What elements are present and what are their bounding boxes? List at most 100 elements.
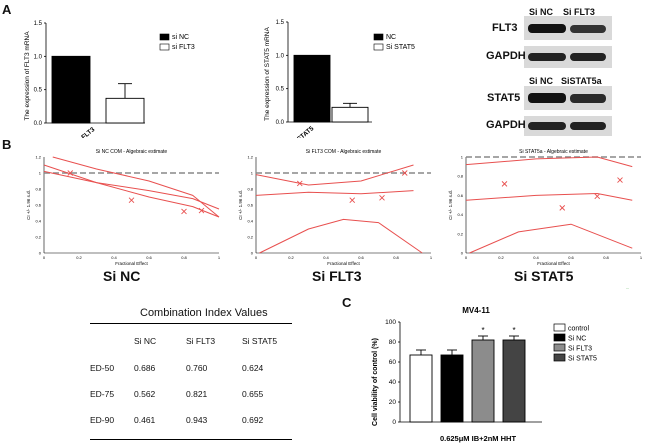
ci-y-tick-label: 0.6 bbox=[35, 203, 41, 208]
ci-x-tick-label: 0.8 bbox=[181, 255, 187, 260]
legend-swatch bbox=[553, 353, 566, 362]
ci-y-tick-label: 0.6 bbox=[457, 193, 463, 198]
panel-letter-c: C bbox=[342, 295, 352, 310]
ci-y-tick-label: 0 bbox=[461, 251, 464, 256]
ci-plot-si-nc: Si NC COM - Algebraic estimate 0 0.2 0.4 0.6… bbox=[26, 149, 221, 266]
ci-point bbox=[617, 177, 623, 183]
blot-band bbox=[528, 93, 566, 103]
ci-point bbox=[501, 181, 508, 187]
ci-y-tick-label: 0.8 bbox=[457, 174, 463, 179]
legend-si-nc: si NC bbox=[172, 34, 189, 41]
ci-confidence-curve bbox=[52, 156, 220, 218]
ci-y-tick-label: 1.2 bbox=[35, 155, 41, 160]
blot-gapdh2-strip bbox=[524, 116, 612, 136]
legend-swatch bbox=[553, 323, 566, 332]
y-tick-label: 0.0 bbox=[34, 121, 43, 127]
ci-x-tick-label: 0.8 bbox=[603, 255, 609, 260]
label-si-nc: Si NC bbox=[103, 268, 141, 284]
blot1-header-right: Si FLT3 bbox=[563, 7, 595, 17]
blot-stat5-strip bbox=[524, 86, 612, 110]
ci-table-bottom-rule bbox=[90, 439, 292, 440]
ci-x-tick-label: 0.2 bbox=[76, 255, 82, 260]
ci-col-header bbox=[90, 327, 134, 355]
ci-plot-si-flt3: Si FLT3 COM - Algebraic estimate 0 0.2 0.4 0… bbox=[238, 149, 433, 266]
bar bbox=[331, 106, 369, 123]
blot-band bbox=[528, 53, 566, 61]
blot-label-flt3: FLT3 bbox=[492, 22, 518, 34]
ci-confidence-curve bbox=[469, 223, 633, 254]
blot-flt3-strip bbox=[524, 16, 612, 40]
legend-swatch bbox=[553, 333, 566, 342]
y-tick-label: 1.0 bbox=[34, 54, 43, 60]
y-tick-label: 0.0 bbox=[276, 120, 285, 126]
ci-table: Si NC Si FLT3 Si STAT5 ED-50 0.686 0.760… bbox=[90, 327, 292, 433]
ci-x-tick-label: 0 bbox=[465, 255, 468, 260]
ci-y-tick-label: 0 bbox=[39, 251, 42, 256]
blot-band bbox=[528, 122, 566, 130]
ci-x-tick-label: 0.4 bbox=[111, 255, 117, 260]
ci-cell: ED-90 bbox=[90, 415, 115, 425]
ci-y-tick-label: 1 bbox=[251, 171, 254, 176]
ci-y-tick-label: 0.4 bbox=[247, 219, 253, 224]
ci-y-tick-label: 0.2 bbox=[247, 235, 253, 240]
significance-mark: * bbox=[512, 326, 515, 335]
stat5-mrna-chart: The expression of STAT5 mRNA 0.0 0.5 1.0 1.… bbox=[264, 20, 415, 138]
legend-swatch-nc bbox=[373, 33, 384, 41]
ci-point bbox=[559, 205, 566, 211]
blot-label-gapdh-2: GAPDH bbox=[486, 119, 526, 131]
ci-table-row: ED-90 0.461 0.943 0.692 bbox=[90, 407, 292, 433]
ci-ylabel: CI +/- 1.96 s.d. bbox=[448, 190, 453, 220]
ci-x-tick-label: 0.6 bbox=[146, 255, 152, 260]
ci-col-header: Si NC bbox=[134, 336, 157, 346]
legend-swatch-si-stat5 bbox=[373, 43, 384, 51]
legend-swatch bbox=[553, 343, 566, 352]
ci-plot-title: Si FLT3 COM - Algebraic estimate bbox=[306, 149, 382, 155]
ci-y-tick-label: 0.2 bbox=[35, 235, 41, 240]
legend-label: Si NC bbox=[568, 336, 586, 343]
legend-label: Si STAT5 bbox=[568, 356, 597, 363]
ci-xlabel: Fractional Effect bbox=[537, 261, 570, 266]
ci-table-row: ED-75 0.562 0.821 0.655 bbox=[90, 381, 292, 407]
ci-table-row: ED-50 0.686 0.760 0.624 bbox=[90, 355, 292, 381]
blot-band bbox=[528, 24, 566, 33]
ci-y-tick-label: 1.2 bbox=[247, 155, 253, 160]
ci-cell: 0.686 bbox=[134, 363, 156, 373]
ci-point bbox=[379, 194, 385, 201]
ci-xlabel: Fractional Effect bbox=[327, 261, 360, 266]
ci-y-tick-label: 0.8 bbox=[35, 187, 41, 192]
viability-bar bbox=[440, 354, 464, 423]
ci-x-tick-label: 0 bbox=[255, 255, 258, 260]
panel-letter-b: B bbox=[2, 137, 12, 152]
ci-table-title: Combination Index Values bbox=[140, 307, 268, 319]
y-tick-label: 0.5 bbox=[276, 87, 285, 93]
blot-band bbox=[570, 53, 606, 61]
ci-cell: 0.943 bbox=[186, 415, 208, 425]
viability-chart: MV4-11 Cell viability of control (%) 0 20… bbox=[372, 306, 597, 443]
blot-label-gapdh-1: GAPDH bbox=[486, 50, 526, 62]
label-si-stat5: Si STAT5 bbox=[514, 268, 574, 284]
ci-cell: 0.461 bbox=[134, 415, 156, 425]
ci-x-tick-label: 0.4 bbox=[323, 255, 329, 260]
ci-y-tick-label: 1 bbox=[39, 171, 42, 176]
ci-xlabel: Fractional Effect bbox=[115, 261, 148, 266]
ci-cell: ED-75 bbox=[90, 389, 115, 399]
blot1-header-left: Si NC bbox=[529, 7, 554, 17]
ci-plot-title: Si NC COM - Algebraic estimate bbox=[96, 149, 168, 155]
ci-x-tick-label: 1 bbox=[218, 255, 221, 260]
ci-point bbox=[181, 208, 187, 215]
ci-y-tick-label: 0 bbox=[251, 251, 254, 256]
ci-col-header: Si STAT5 bbox=[242, 336, 278, 346]
ci-cell: 0.624 bbox=[242, 363, 264, 373]
ci-ylabel: CI +/- 1.96 s.d. bbox=[238, 190, 243, 220]
ci-y-tick-label: 0.6 bbox=[247, 203, 253, 208]
y-tick-label: 80 bbox=[389, 339, 397, 346]
ci-y-tick-label: 0.4 bbox=[457, 212, 463, 217]
ci-confidence-curve bbox=[255, 164, 414, 186]
y-tick-label: 1.0 bbox=[276, 53, 285, 59]
ci-point bbox=[594, 193, 601, 200]
blot-label-stat5: STAT5 bbox=[487, 92, 521, 104]
ci-plot-si-stat5: Si STAT5a - Algebraic estimate 0 0.2 0.4 0.6… bbox=[448, 149, 643, 266]
legend-swatch-si-nc bbox=[159, 33, 170, 41]
ci-point bbox=[198, 207, 205, 214]
ci-confidence-curve bbox=[259, 218, 423, 254]
